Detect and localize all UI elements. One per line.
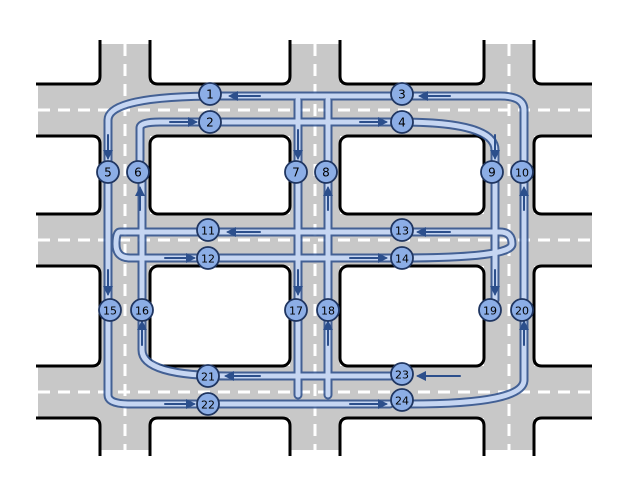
- node-label: 6: [134, 166, 142, 180]
- node-7: 7: [284, 160, 308, 184]
- block-top-right: [338, 134, 486, 216]
- node-14: 14: [390, 246, 414, 270]
- node-circle: [314, 160, 338, 184]
- node-circle: [130, 298, 154, 322]
- node-circle: [390, 82, 414, 106]
- node-1: 1: [198, 82, 222, 106]
- node-10: 10: [510, 160, 534, 184]
- node-label: 23: [395, 369, 409, 382]
- block-top-left: [148, 134, 292, 216]
- curb-e-1: [532, 134, 598, 216]
- curb-n-2: [338, 40, 486, 86]
- node-circle: [390, 218, 414, 242]
- node-label: 21: [201, 371, 215, 384]
- node-label: 2: [206, 116, 214, 130]
- node-label: 9: [488, 166, 496, 180]
- node-label: 18: [321, 305, 335, 318]
- node-19: 19: [478, 298, 502, 322]
- node-8: 8: [314, 160, 338, 184]
- node-11: 11: [196, 218, 220, 242]
- node-label: 14: [395, 253, 409, 266]
- node-label: 11: [201, 225, 215, 238]
- curb-ne: [532, 40, 598, 86]
- node-circle: [198, 82, 222, 106]
- node-circle: [478, 298, 502, 322]
- node-3: 3: [390, 82, 414, 106]
- node-label: 13: [395, 225, 409, 238]
- node-circle: [198, 110, 222, 134]
- node-circle: [390, 362, 414, 386]
- node-18: 18: [316, 298, 340, 322]
- node-circle: [390, 388, 414, 412]
- node-21: 21: [196, 364, 220, 388]
- node-15: 15: [98, 298, 122, 322]
- node-label: 16: [135, 305, 149, 318]
- block-bottom-left: [148, 264, 292, 368]
- node-label: 5: [104, 166, 112, 180]
- node-16: 16: [130, 298, 154, 322]
- node-label: 3: [398, 88, 406, 102]
- node-12: 12: [196, 246, 220, 270]
- curb-n-1: [148, 40, 292, 86]
- node-13: 13: [390, 218, 414, 242]
- curb-s-1: [148, 416, 292, 456]
- node-label: 20: [515, 305, 529, 318]
- node-label: 1: [206, 88, 214, 102]
- node-23: 23: [390, 362, 414, 386]
- curb-nw-1: [30, 40, 102, 86]
- curb-s-2: [338, 416, 486, 456]
- node-label: 24: [395, 395, 409, 408]
- node-label: 10: [515, 167, 529, 180]
- curb-w-1: [30, 134, 102, 216]
- node-label: 4: [398, 116, 406, 130]
- node-circle: [126, 160, 150, 184]
- node-circle: [390, 110, 414, 134]
- node-circle: [196, 246, 220, 270]
- curb-w-2: [30, 264, 102, 368]
- node-20: 20: [510, 298, 534, 322]
- node-circle: [510, 160, 534, 184]
- node-label: 22: [201, 399, 215, 412]
- node-circle: [390, 246, 414, 270]
- curb-e-2: [532, 264, 598, 368]
- node-22: 22: [196, 392, 220, 416]
- curb-se: [532, 416, 598, 456]
- node-6: 6: [126, 160, 150, 184]
- block-bottom-right: [338, 264, 486, 368]
- node-circle: [510, 298, 534, 322]
- node-circle: [316, 298, 340, 322]
- node-17: 17: [284, 298, 308, 322]
- node-circle: [196, 392, 220, 416]
- node-circle: [196, 364, 220, 388]
- node-circle: [98, 298, 122, 322]
- node-label: 7: [292, 166, 300, 180]
- node-circle: [96, 160, 120, 184]
- node-circle: [284, 298, 308, 322]
- node-2: 2: [198, 110, 222, 134]
- node-9: 9: [480, 160, 504, 184]
- node-label: 15: [103, 305, 117, 318]
- node-24: 24: [390, 388, 414, 412]
- node-label: 12: [201, 253, 215, 266]
- node-circle: [480, 160, 504, 184]
- node-label: 19: [483, 305, 497, 318]
- node-5: 5: [96, 160, 120, 184]
- node-label: 17: [289, 305, 303, 318]
- curb-sw: [30, 416, 102, 456]
- node-circle: [284, 160, 308, 184]
- node-4: 4: [390, 110, 414, 134]
- node-circle: [196, 218, 220, 242]
- node-label: 8: [322, 166, 330, 180]
